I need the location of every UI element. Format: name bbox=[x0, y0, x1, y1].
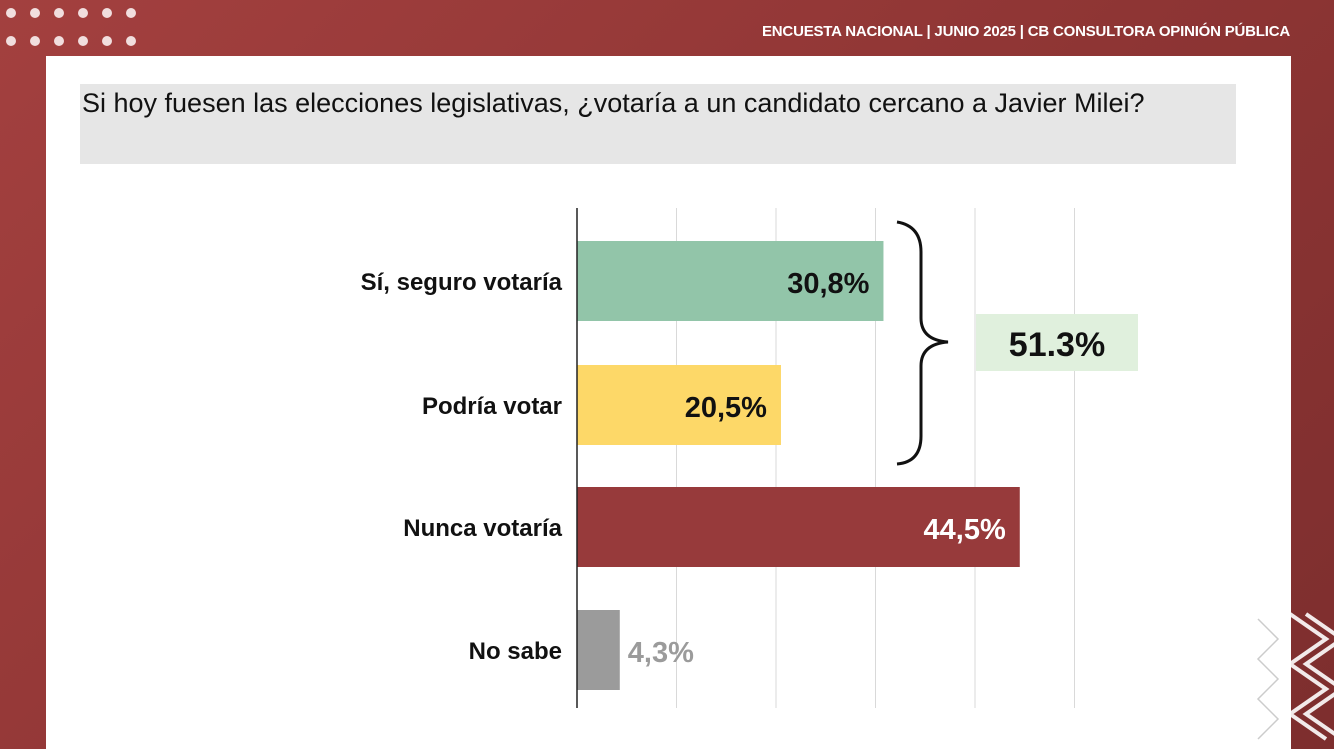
category-label: Sí, seguro votaría bbox=[361, 269, 563, 296]
category-label: Podría votar bbox=[422, 393, 562, 420]
value-label: 4,3% bbox=[628, 637, 694, 669]
dot bbox=[54, 8, 64, 18]
bar bbox=[577, 241, 884, 321]
dot bbox=[30, 8, 40, 18]
category-label: No sabe bbox=[469, 638, 562, 665]
curly-brace bbox=[896, 220, 949, 466]
zigzag-decoration bbox=[1256, 612, 1334, 741]
value-label: 30,8% bbox=[787, 268, 869, 300]
bar bbox=[577, 365, 781, 445]
total-value-label: 51.3% bbox=[1009, 326, 1105, 364]
dot bbox=[126, 36, 136, 46]
dot bbox=[6, 36, 16, 46]
value-label: 44,5% bbox=[924, 514, 1006, 546]
bar bbox=[577, 487, 1020, 567]
dot bbox=[78, 36, 88, 46]
bar bbox=[577, 610, 620, 690]
dot bbox=[126, 8, 136, 18]
dot bbox=[102, 8, 112, 18]
dot bbox=[54, 36, 64, 46]
value-label: 20,5% bbox=[685, 392, 767, 424]
survey-source-header: ENCUESTA NACIONAL | JUNIO 2025 | CB CONS… bbox=[762, 23, 1290, 40]
dot bbox=[78, 8, 88, 18]
category-label: Nunca votaría bbox=[403, 515, 562, 542]
dot bbox=[30, 36, 40, 46]
dot bbox=[6, 8, 16, 18]
total-badge bbox=[976, 314, 1138, 371]
dot bbox=[102, 36, 112, 46]
question-title: Si hoy fuesen las elecciones legislativa… bbox=[80, 84, 1236, 164]
